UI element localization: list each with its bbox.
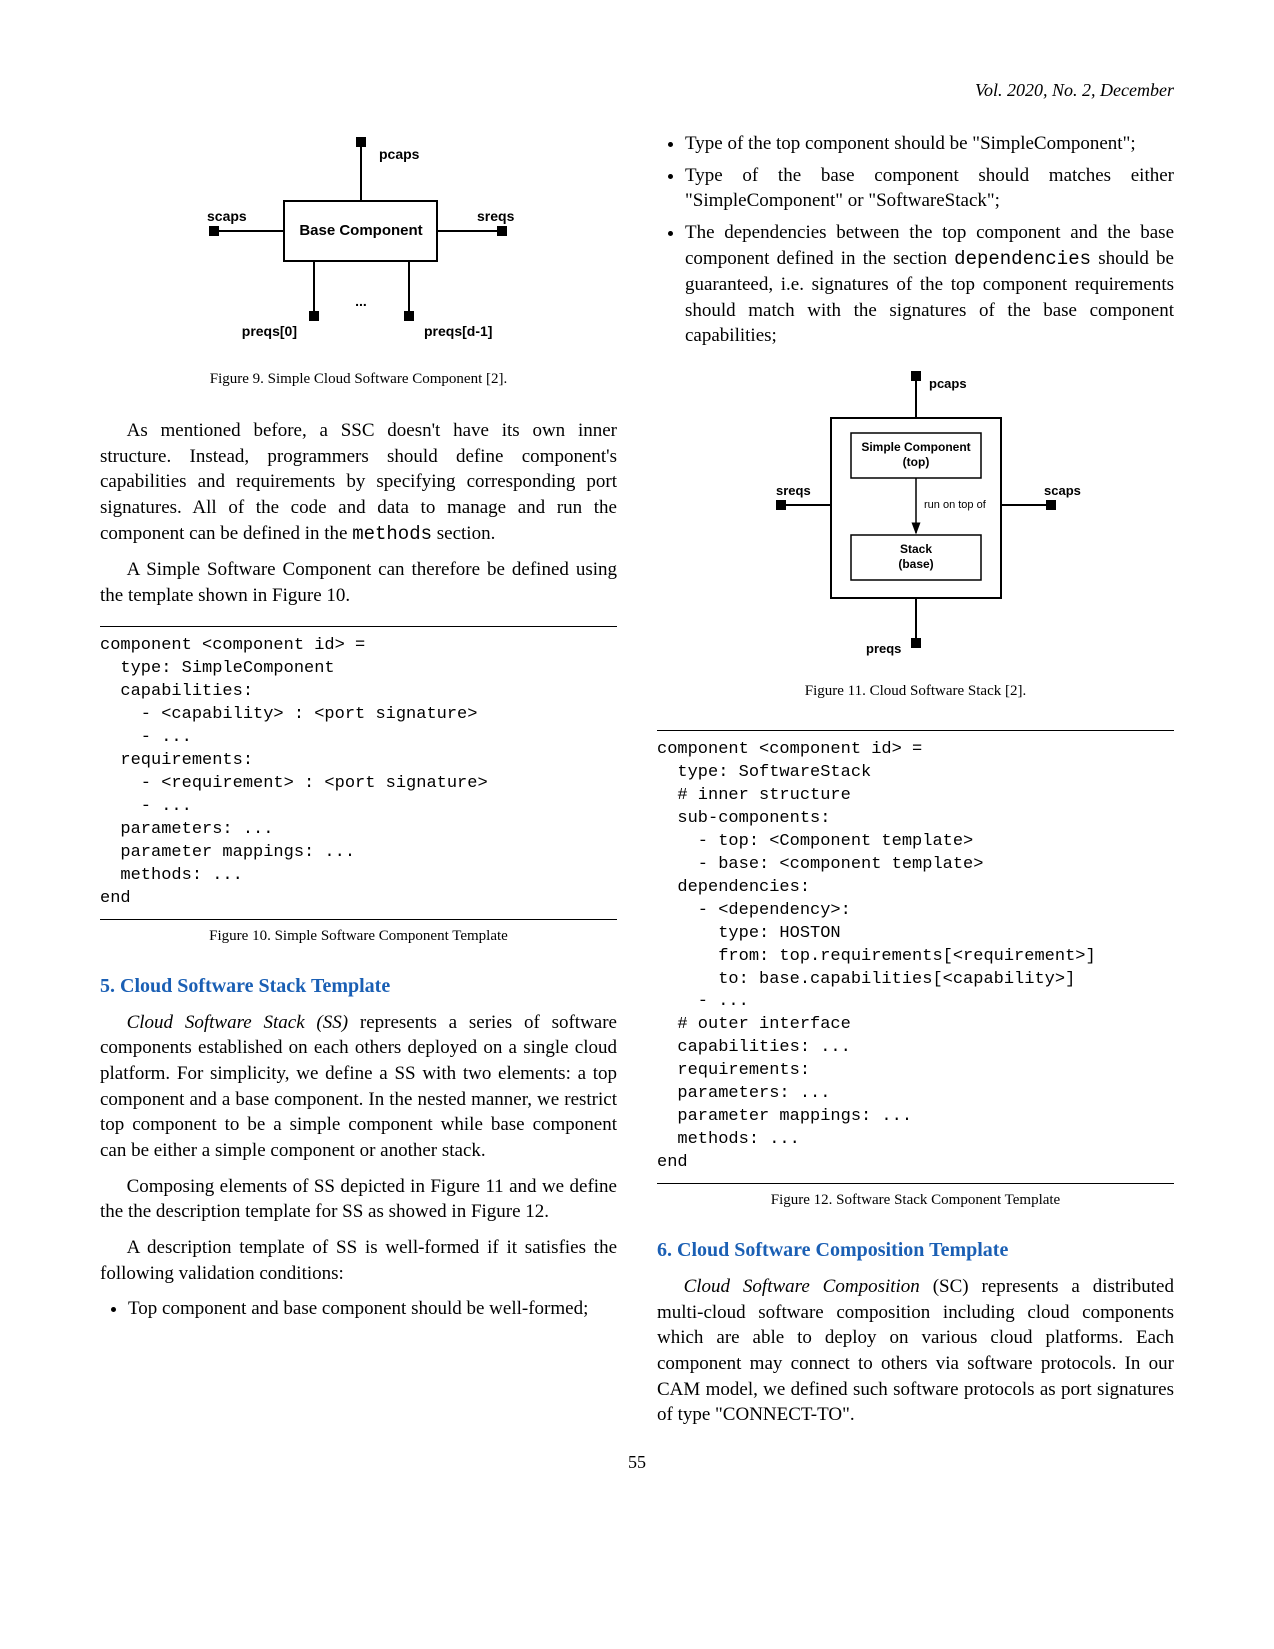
fig9-label-pcaps: pcaps (379, 146, 420, 162)
left-column: pcaps scaps sreqs Base Component preqs[0… (100, 131, 617, 1438)
fig9-label-scaps: scaps (207, 208, 247, 224)
paragraph-3-emph: Cloud Software Stack (SS) (127, 1012, 348, 1033)
page-header: Vol. 2020, No. 2, December (100, 80, 1174, 101)
left-bullet-list: Top component and base component should … (100, 1296, 617, 1322)
figure-9-caption: Figure 9. Simple Cloud Software Componen… (100, 371, 617, 388)
figure-11-caption: Figure 11. Cloud Software Stack [2]. (657, 683, 1174, 700)
paragraph-1: As mentioned before, a SSC doesn't have … (100, 418, 617, 547)
paragraph-5: A description template of SS is well-for… (100, 1235, 617, 1286)
paragraph-1-mono: methods (352, 523, 432, 545)
left-bullet-1: Top component and base component should … (128, 1296, 617, 1322)
paragraph-3: Cloud Software Stack (SS) represents a s… (100, 1010, 617, 1164)
figure-11-diagram: pcaps sreqs scaps preqs Simple Component… (746, 363, 1086, 673)
section-6-heading: 6. Cloud Software Composition Template (657, 1239, 1174, 1262)
right-bullet-2: Type of the base component should matche… (685, 163, 1174, 214)
paragraph-2: A Simple Software Component can therefor… (100, 557, 617, 608)
fig11-label-preqs: preqs (866, 641, 901, 656)
section-5-heading: 5. Cloud Software Stack Template (100, 975, 617, 998)
fig11-label-stack2: (base) (898, 557, 933, 571)
figure-12-code: component <component id> = type: Softwar… (657, 730, 1174, 1184)
fig11-label-pcaps: pcaps (929, 376, 967, 391)
paragraph-4: Composing elements of SS depicted in Fig… (100, 1174, 617, 1225)
paragraph-6-text: (SC) represents a distributed multi-clou… (657, 1276, 1174, 1425)
page-number: 55 (100, 1452, 1174, 1473)
fig11-label-scaps: scaps (1044, 483, 1081, 498)
fig11-label-sreqs: sreqs (776, 483, 811, 498)
fig9-label-sreqs: sreqs (477, 208, 515, 224)
paragraph-6: Cloud Software Composition (SC) represen… (657, 1274, 1174, 1428)
paragraph-3-text: represents a series of software componen… (100, 1012, 617, 1161)
fig11-label-top: Simple Component (861, 440, 970, 454)
fig9-label-preqs0: preqs[0] (241, 323, 296, 339)
fig9-label-base-component: Base Component (299, 222, 422, 239)
fig9-label-preqsd1: preqs[d-1] (424, 323, 492, 339)
right-bullet-1: Type of the top component should be "Sim… (685, 131, 1174, 157)
fig11-label-top2: (top) (902, 455, 929, 469)
figure-10-code: component <component id> = type: SimpleC… (100, 626, 617, 919)
right-column: Type of the top component should be "Sim… (657, 131, 1174, 1438)
right-bullet-3-mono: dependencies (954, 248, 1091, 270)
figure-10-caption: Figure 10. Simple Software Component Tem… (100, 928, 617, 945)
fig11-label-stack: Stack (899, 542, 931, 556)
two-column-layout: pcaps scaps sreqs Base Component preqs[0… (100, 131, 1174, 1438)
figure-9-diagram: pcaps scaps sreqs Base Component preqs[0… (179, 131, 539, 361)
figure-12-caption: Figure 12. Software Stack Component Temp… (657, 1192, 1174, 1209)
fig11-label-run: run on top of (924, 499, 987, 511)
paragraph-6-emph: Cloud Software Composition (684, 1276, 920, 1297)
fig9-label-dots: ... (355, 293, 367, 309)
page: Vol. 2020, No. 2, December pcaps scaps s… (0, 0, 1274, 1513)
right-bullet-list: Type of the top component should be "Sim… (657, 131, 1174, 349)
paragraph-1-tail: section. (432, 523, 495, 544)
right-bullet-3: The dependencies between the top compone… (685, 220, 1174, 349)
